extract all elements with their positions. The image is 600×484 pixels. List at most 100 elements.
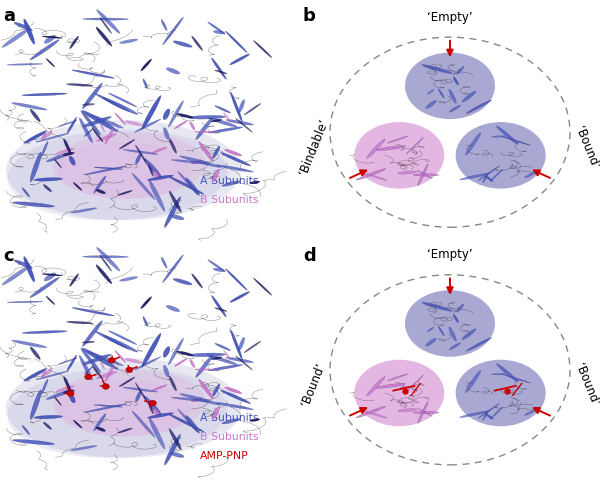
Ellipse shape xyxy=(524,173,536,179)
Ellipse shape xyxy=(460,174,490,181)
Ellipse shape xyxy=(169,376,176,391)
Text: d: d xyxy=(303,247,316,265)
Ellipse shape xyxy=(13,439,55,445)
Ellipse shape xyxy=(105,129,114,145)
Ellipse shape xyxy=(36,134,68,143)
Text: c: c xyxy=(3,247,14,265)
Ellipse shape xyxy=(84,130,92,137)
Ellipse shape xyxy=(152,385,167,391)
Ellipse shape xyxy=(94,405,123,408)
Ellipse shape xyxy=(103,335,137,352)
Ellipse shape xyxy=(55,397,62,406)
Ellipse shape xyxy=(24,132,47,144)
Ellipse shape xyxy=(149,418,165,449)
Ellipse shape xyxy=(143,80,148,90)
Ellipse shape xyxy=(94,177,106,194)
Ellipse shape xyxy=(30,110,40,122)
Ellipse shape xyxy=(483,175,488,183)
Ellipse shape xyxy=(24,369,47,381)
Ellipse shape xyxy=(490,407,503,419)
Ellipse shape xyxy=(211,357,222,360)
Ellipse shape xyxy=(220,153,251,166)
Ellipse shape xyxy=(196,355,213,378)
Ellipse shape xyxy=(2,266,30,286)
Ellipse shape xyxy=(230,93,242,122)
Ellipse shape xyxy=(366,412,387,418)
Ellipse shape xyxy=(96,427,106,432)
Ellipse shape xyxy=(169,429,182,451)
Ellipse shape xyxy=(170,453,184,457)
Ellipse shape xyxy=(2,29,30,48)
Ellipse shape xyxy=(58,358,77,364)
Ellipse shape xyxy=(109,331,137,345)
Ellipse shape xyxy=(215,344,230,351)
Ellipse shape xyxy=(148,166,154,177)
Ellipse shape xyxy=(418,165,428,186)
Ellipse shape xyxy=(42,37,62,39)
Ellipse shape xyxy=(254,278,272,296)
Ellipse shape xyxy=(34,178,62,182)
Ellipse shape xyxy=(79,356,92,380)
Ellipse shape xyxy=(224,387,242,394)
Ellipse shape xyxy=(190,122,195,131)
Ellipse shape xyxy=(224,113,231,123)
Ellipse shape xyxy=(161,257,167,269)
Ellipse shape xyxy=(163,347,170,358)
Ellipse shape xyxy=(236,119,253,133)
Ellipse shape xyxy=(24,20,35,45)
Ellipse shape xyxy=(244,104,261,116)
Ellipse shape xyxy=(367,377,385,396)
Ellipse shape xyxy=(136,154,141,165)
Ellipse shape xyxy=(73,420,82,428)
Ellipse shape xyxy=(172,397,210,402)
Ellipse shape xyxy=(466,370,481,393)
Ellipse shape xyxy=(142,333,161,367)
Ellipse shape xyxy=(46,297,55,305)
Ellipse shape xyxy=(71,446,97,451)
Ellipse shape xyxy=(115,351,125,363)
Ellipse shape xyxy=(83,256,128,258)
Ellipse shape xyxy=(136,146,146,163)
Ellipse shape xyxy=(496,127,518,145)
Ellipse shape xyxy=(149,181,165,212)
Ellipse shape xyxy=(100,18,112,34)
Ellipse shape xyxy=(58,379,190,437)
Ellipse shape xyxy=(485,414,493,419)
Ellipse shape xyxy=(199,142,214,162)
Ellipse shape xyxy=(14,260,32,269)
Ellipse shape xyxy=(141,60,152,72)
Ellipse shape xyxy=(491,136,505,138)
Ellipse shape xyxy=(53,133,206,199)
Ellipse shape xyxy=(388,137,407,144)
Ellipse shape xyxy=(163,255,184,283)
Ellipse shape xyxy=(196,118,213,140)
Text: A Subunits: A Subunits xyxy=(200,175,259,185)
Ellipse shape xyxy=(148,403,154,414)
Ellipse shape xyxy=(172,160,210,165)
Ellipse shape xyxy=(119,40,138,45)
Ellipse shape xyxy=(230,55,250,66)
Circle shape xyxy=(85,374,92,380)
Ellipse shape xyxy=(125,359,142,363)
Ellipse shape xyxy=(94,414,106,431)
Ellipse shape xyxy=(101,125,104,132)
Ellipse shape xyxy=(161,20,167,31)
Ellipse shape xyxy=(449,106,461,113)
Ellipse shape xyxy=(457,67,464,75)
Ellipse shape xyxy=(73,183,82,191)
Ellipse shape xyxy=(453,315,458,323)
Ellipse shape xyxy=(455,360,545,426)
Ellipse shape xyxy=(485,177,493,182)
Ellipse shape xyxy=(438,90,445,99)
Ellipse shape xyxy=(466,338,491,351)
Ellipse shape xyxy=(46,131,52,137)
Ellipse shape xyxy=(85,114,124,129)
Ellipse shape xyxy=(398,408,417,412)
Text: ‘Bound’: ‘Bound’ xyxy=(572,124,600,170)
Ellipse shape xyxy=(185,416,200,433)
Ellipse shape xyxy=(208,365,242,371)
Ellipse shape xyxy=(56,149,74,155)
Ellipse shape xyxy=(478,404,500,419)
Ellipse shape xyxy=(208,260,225,272)
Ellipse shape xyxy=(7,302,43,303)
